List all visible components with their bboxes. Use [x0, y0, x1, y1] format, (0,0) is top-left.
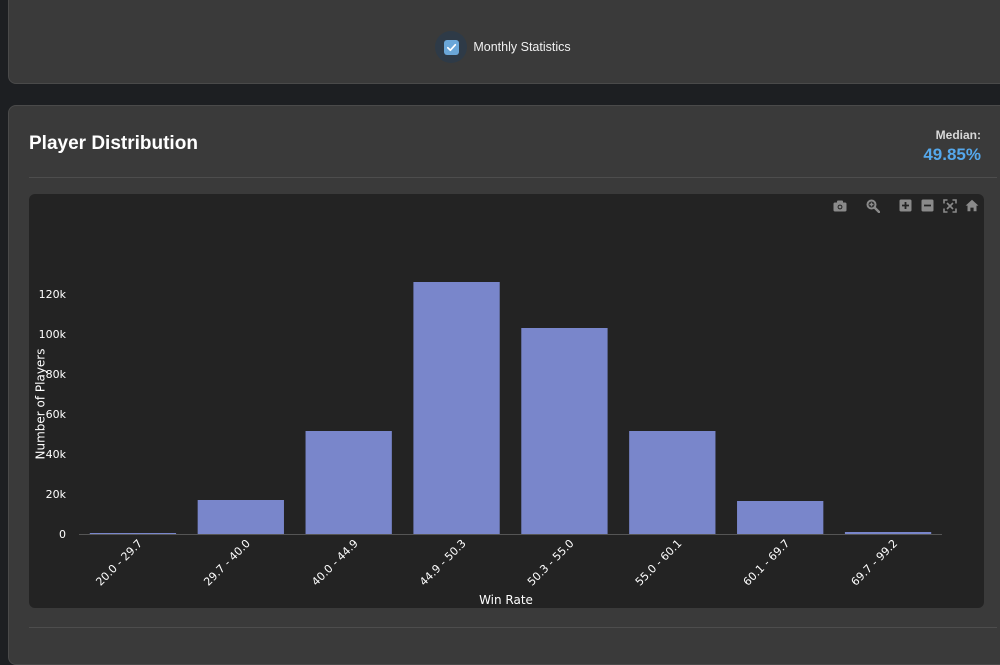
x-tick-label: 44.9 - 50.3: [417, 537, 469, 589]
camera-icon[interactable]: [831, 197, 848, 214]
median-label: Median:: [935, 128, 981, 142]
page-title: Player Distribution: [29, 133, 198, 154]
y-tick-label: 100k: [39, 328, 67, 341]
bar[interactable]: [844, 532, 932, 534]
median-stat: Median: 49.85%: [923, 128, 981, 165]
x-tick-label: 40.0 - 44.9: [309, 537, 361, 589]
bar[interactable]: [737, 501, 824, 534]
bar-chart: 0 20k 40k 60k 80k 100k 120k 20.0 - 29.7 29.7 - …: [34, 282, 942, 607]
divider: [29, 627, 997, 628]
monthly-statistics-toggle[interactable]: Monthly Statistics: [9, 31, 997, 63]
y-tick-label: 40k: [46, 448, 67, 461]
chart-container[interactable]: 0 20k 40k 60k 80k 100k 120k 20.0 - 29.7 29.7 - …: [29, 194, 984, 608]
x-tick-label: 55.0 - 60.1: [633, 537, 685, 589]
home-icon[interactable]: [963, 197, 980, 214]
zoom-in-icon[interactable]: [897, 197, 914, 214]
zoom-icon[interactable]: [864, 197, 881, 214]
bar[interactable]: [305, 431, 392, 534]
y-tick-label: 60k: [46, 408, 67, 421]
chart-modebar: [831, 197, 980, 214]
bar[interactable]: [521, 328, 608, 534]
median-value: 49.85%: [923, 145, 981, 164]
y-tick-label: 20k: [46, 488, 67, 501]
bar[interactable]: [197, 500, 284, 534]
bar[interactable]: [629, 431, 716, 534]
bar[interactable]: [89, 533, 177, 534]
x-tick-label: 69.7 - 99.2: [849, 537, 901, 589]
bar[interactable]: [413, 282, 500, 534]
monthly-statistics-checkbox[interactable]: [435, 31, 468, 63]
y-axis-label: Number of Players: [34, 349, 48, 460]
monthly-statistics-label[interactable]: Monthly Statistics: [473, 40, 571, 54]
x-tick-label: 50.3 - 55.0: [525, 537, 577, 589]
x-tick-label: 60.1 - 69.7: [741, 537, 793, 589]
zoom-out-icon[interactable]: [919, 197, 936, 214]
player-distribution-panel: Player Distribution Median: 49.85%: [8, 105, 1000, 665]
y-tick-label: 0: [59, 528, 66, 541]
x-axis-label: Win Rate: [479, 593, 533, 607]
y-tick-label: 80k: [46, 368, 67, 381]
autoscale-icon[interactable]: [941, 197, 958, 214]
x-tick-label: 29.7 - 40.0: [201, 537, 253, 589]
y-tick-label: 120k: [39, 288, 67, 301]
x-tick-label: 20.0 - 29.7: [93, 537, 145, 589]
divider: [29, 177, 997, 178]
filter-panel: Monthly Statistics: [8, 0, 1000, 84]
checkmark-icon: [443, 39, 459, 55]
